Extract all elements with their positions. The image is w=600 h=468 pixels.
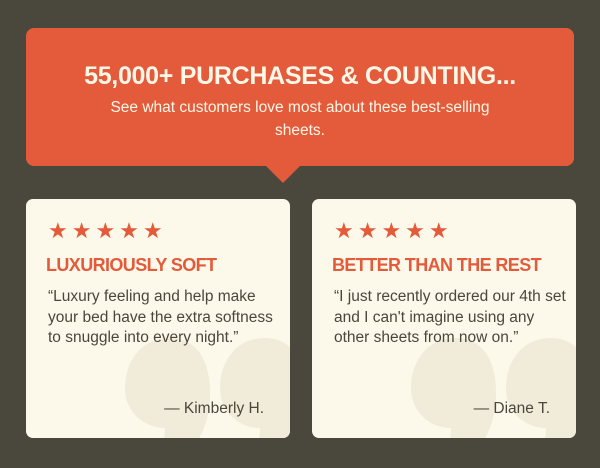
star-rating: ★★★★★ xyxy=(48,219,167,244)
review-heading: LUXURIOUSLY SOFT xyxy=(46,255,217,275)
star-rating: ★★★★★ xyxy=(334,219,453,244)
banner-title: 55,000+ PURCHASES & COUNTING... xyxy=(84,62,516,90)
banner-pointer xyxy=(265,165,301,183)
quote-mark-icon xyxy=(125,338,290,438)
review-author: — Diane T. xyxy=(473,400,550,417)
review-card: ★★★★★ BETTER THAN THE REST “I just recen… xyxy=(312,199,576,438)
headline-banner: 55,000+ PURCHASES & COUNTING... See what… xyxy=(26,28,574,166)
banner-subtitle: See what customers love most about these… xyxy=(110,99,490,139)
review-card: ★★★★★ LUXURIOUSLY SOFT “Luxury feeling a… xyxy=(26,199,290,438)
review-text: “I just recently ordered our 4th set and… xyxy=(334,288,566,346)
review-text: “Luxury feeling and help make your bed h… xyxy=(48,288,273,346)
review-author: — Kimberly H. xyxy=(164,400,264,417)
quote-mark-icon xyxy=(411,338,576,438)
review-heading: BETTER THAN THE REST xyxy=(332,255,542,275)
